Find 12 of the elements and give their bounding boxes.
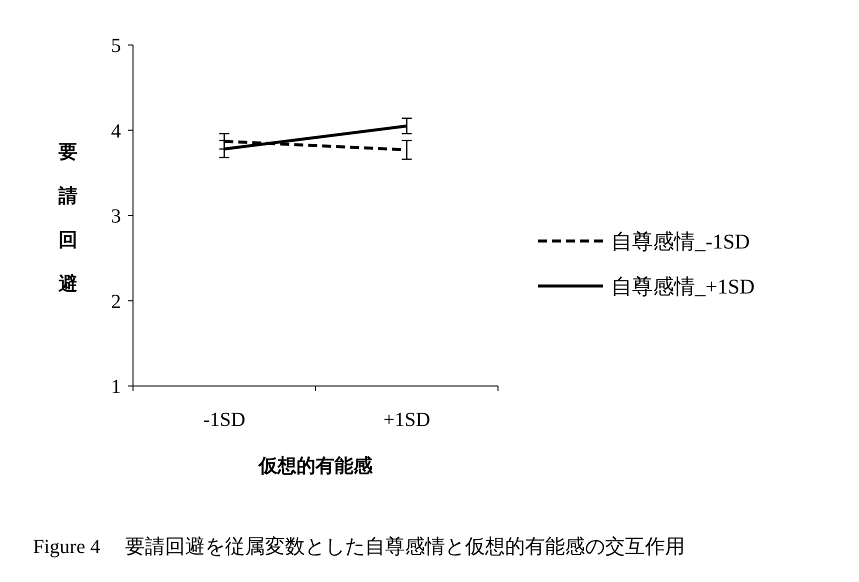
x-axis-title: 仮想的有能感 (258, 455, 374, 477)
caption: Figure 4 要請回避を従属変数とした自尊感情と仮想的有能感の交互作用 (33, 535, 686, 558)
y-tick-label: 4 (111, 120, 121, 142)
y-tick-label: 1 (111, 376, 121, 398)
y-tick-label: 3 (111, 206, 121, 228)
legend-label: 自尊感情_+1SD (611, 274, 755, 298)
x-tick-label: -1SD (203, 409, 246, 431)
y-tick-label: 5 (111, 35, 121, 57)
y-axis-title: 要請回避 (58, 141, 78, 295)
x-tick-label: +1SD (383, 409, 430, 431)
y-tick-label: 2 (111, 290, 121, 313)
legend-label: 自尊感情_-1SD (611, 229, 750, 254)
